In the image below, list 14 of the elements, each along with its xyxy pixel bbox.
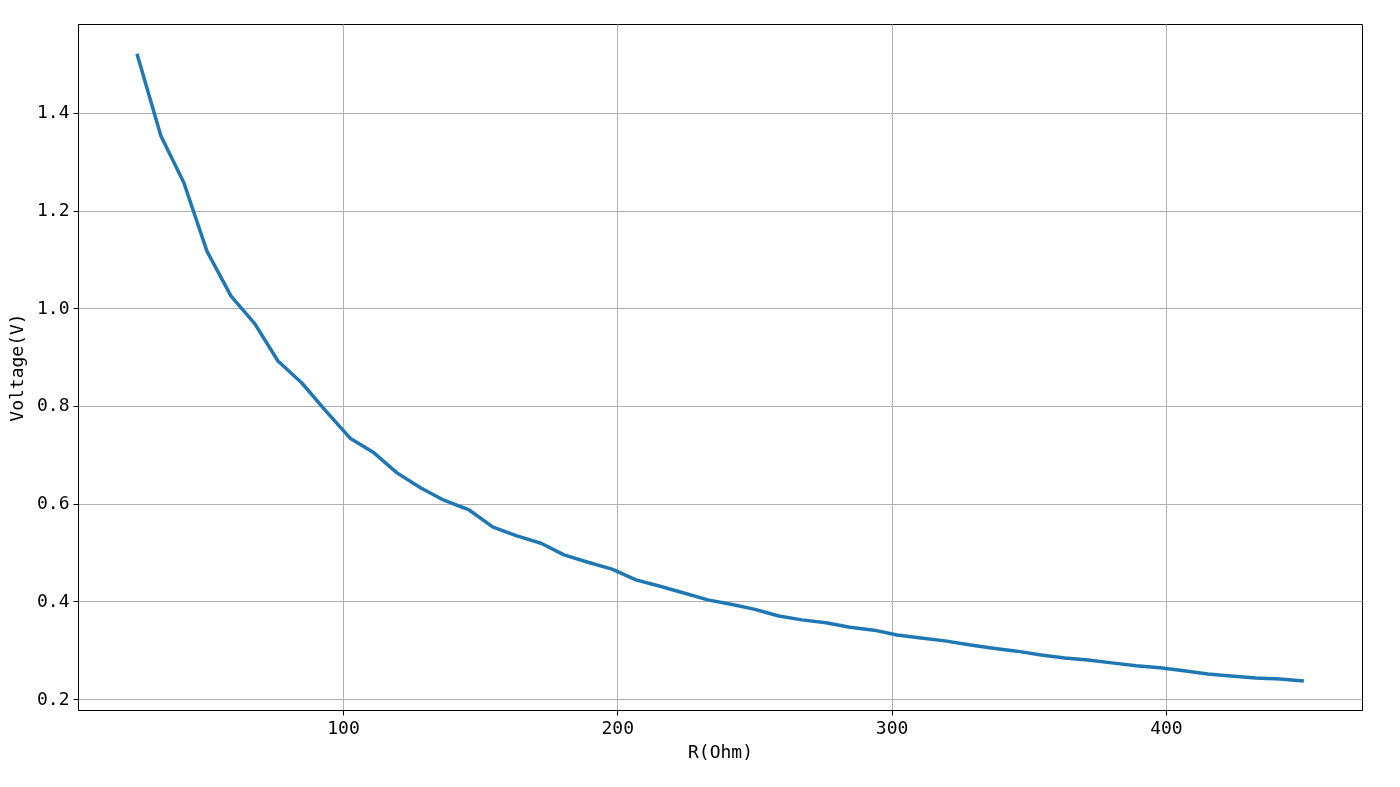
x-tick-label: 300	[875, 716, 909, 738]
y-tick-label: 0.2	[36, 687, 70, 709]
y-tick-label: 0.8	[36, 394, 70, 416]
y-axis-title: Voltage(V)	[5, 313, 27, 422]
x-tick-label: 400	[1150, 716, 1183, 738]
y-tick-label: 0.4	[36, 589, 70, 611]
x-tick-label: 100	[327, 716, 360, 738]
line-series	[135, 52, 1306, 683]
x-tick-label: 200	[601, 716, 635, 738]
x-axis-title: R(Ohm)	[687, 740, 754, 762]
y-tick-label: 1.2	[36, 199, 70, 221]
y-tick-label: 1.4	[36, 101, 70, 123]
y-tick-label: 1.0	[36, 296, 70, 318]
y-tick-label: 0.6	[36, 492, 70, 514]
